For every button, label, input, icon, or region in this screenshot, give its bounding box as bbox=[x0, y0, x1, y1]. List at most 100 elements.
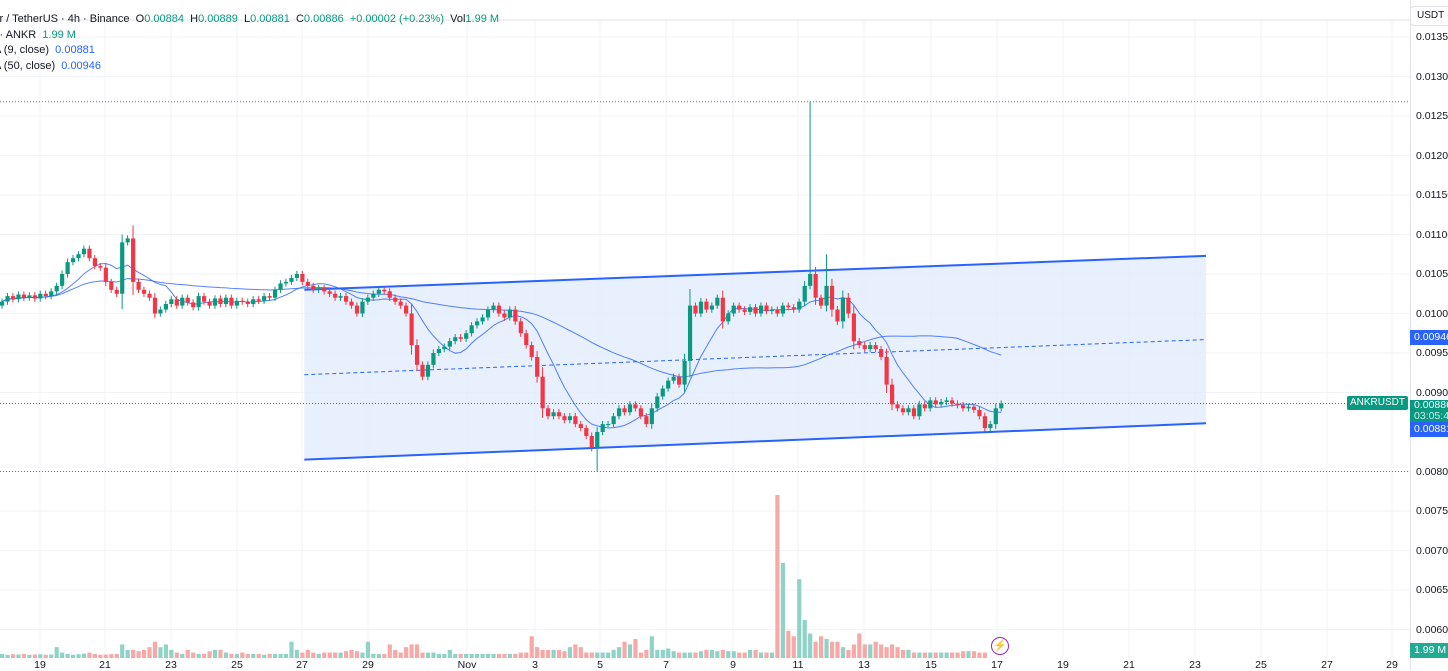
candle-body bbox=[589, 435, 594, 448]
legend-symbol-row[interactable]: kr / TetherUS · 4h · Binance O0.00884 H0… bbox=[0, 12, 499, 28]
volume-bar bbox=[414, 644, 420, 658]
candle-body bbox=[223, 297, 229, 305]
volume-bar bbox=[769, 652, 775, 658]
candle-body bbox=[546, 408, 551, 417]
candle-body bbox=[900, 408, 906, 413]
volume-bar bbox=[873, 641, 878, 658]
volume-bar bbox=[0, 653, 5, 658]
candle-body bbox=[49, 291, 54, 297]
volume-bar bbox=[87, 652, 92, 658]
volume-bar bbox=[813, 641, 818, 658]
volume-bar bbox=[333, 652, 338, 658]
time-tick: 27 bbox=[1321, 659, 1333, 671]
candle-body bbox=[38, 293, 43, 299]
legend-volume-row[interactable]: l · ANKR 1.99 M bbox=[0, 28, 499, 44]
candle-body bbox=[409, 313, 414, 346]
volume-bar bbox=[169, 649, 174, 658]
volume-bar bbox=[376, 653, 381, 658]
candle-body bbox=[109, 281, 114, 290]
candle-body bbox=[393, 297, 398, 302]
volume-bar bbox=[698, 651, 704, 658]
volume-bar bbox=[283, 653, 289, 658]
volume-bar bbox=[824, 638, 829, 658]
time-tick: 17 bbox=[991, 659, 1003, 671]
volume-bar bbox=[294, 649, 300, 658]
candle-body bbox=[742, 309, 747, 312]
candle-body bbox=[513, 309, 518, 322]
volume-bar bbox=[655, 649, 660, 658]
candle-body bbox=[256, 299, 261, 301]
volume-bar bbox=[404, 647, 409, 658]
candle-body bbox=[191, 302, 196, 308]
time-tick: 13 bbox=[858, 659, 870, 671]
last-price-value: 0.00886 bbox=[1414, 400, 1448, 411]
volume-bar bbox=[273, 653, 278, 658]
volume-bar bbox=[343, 651, 349, 658]
candle-body bbox=[906, 408, 911, 413]
time-tick: 21 bbox=[1123, 659, 1135, 671]
open-value: 0.00884 bbox=[144, 13, 184, 25]
candle-body bbox=[365, 297, 371, 302]
volume-bar bbox=[158, 647, 163, 658]
volume-bar bbox=[251, 653, 256, 658]
candle-body bbox=[879, 349, 884, 357]
volume-bar bbox=[442, 653, 447, 658]
volume-bar bbox=[780, 562, 785, 658]
channel-lower-line bbox=[304, 422, 1207, 461]
high-label: H bbox=[190, 13, 199, 25]
candle-body bbox=[753, 307, 758, 314]
candle-body bbox=[360, 301, 365, 314]
candle-body bbox=[371, 293, 376, 298]
legend-ma9-row[interactable]: A (9, close) 0.00881 bbox=[0, 43, 499, 59]
candle-body bbox=[862, 345, 867, 350]
currency-button[interactable]: USDT bbox=[1410, 6, 1448, 26]
volume-bar bbox=[584, 652, 589, 658]
volume-bar bbox=[944, 652, 949, 658]
volume-bar bbox=[305, 649, 310, 658]
candle-body bbox=[174, 299, 179, 306]
volume-bar bbox=[649, 636, 654, 658]
volume-bar bbox=[775, 495, 780, 658]
candle-body bbox=[87, 248, 92, 259]
candle-body bbox=[273, 289, 278, 298]
candle-body bbox=[322, 288, 327, 292]
price-chart[interactable] bbox=[0, 0, 1410, 670]
time-tick: 23 bbox=[1189, 659, 1201, 671]
time-tick: 19 bbox=[34, 659, 46, 671]
candle-body bbox=[147, 293, 152, 298]
volume-bar bbox=[365, 641, 371, 658]
candle-body bbox=[262, 296, 267, 301]
volume-bar bbox=[622, 641, 627, 658]
volume-bar bbox=[627, 644, 633, 658]
candle-body bbox=[120, 242, 125, 294]
candle-body bbox=[5, 296, 10, 302]
candle-body bbox=[491, 305, 496, 310]
candle-body bbox=[81, 248, 87, 255]
volume-bar bbox=[595, 652, 600, 658]
volume-bar bbox=[223, 652, 229, 658]
candle-body bbox=[687, 305, 693, 361]
ma50-value: 0.00946 bbox=[61, 59, 102, 72]
candle-body bbox=[114, 289, 119, 294]
volume-bar bbox=[278, 653, 283, 658]
high-value: 0.00889 bbox=[198, 13, 238, 25]
ma9-value: 0.00881 bbox=[55, 44, 95, 56]
time-tick: 9 bbox=[730, 659, 736, 671]
candle-body bbox=[453, 337, 458, 342]
ma50-price-tag: 0.00946 bbox=[1410, 330, 1448, 345]
candle-body bbox=[988, 424, 993, 429]
lightning-bolt-icon[interactable]: ⚡ bbox=[991, 637, 1009, 655]
volume-bar bbox=[611, 649, 616, 658]
volume-bar bbox=[60, 652, 65, 658]
time-tick: 27 bbox=[296, 659, 308, 671]
candle-body bbox=[425, 364, 431, 377]
volume-bar bbox=[185, 649, 190, 658]
candle-body bbox=[414, 345, 420, 365]
legend-ma50-row[interactable]: A (50, close) 0.00946 bbox=[0, 59, 499, 75]
volume-bar bbox=[10, 654, 16, 658]
